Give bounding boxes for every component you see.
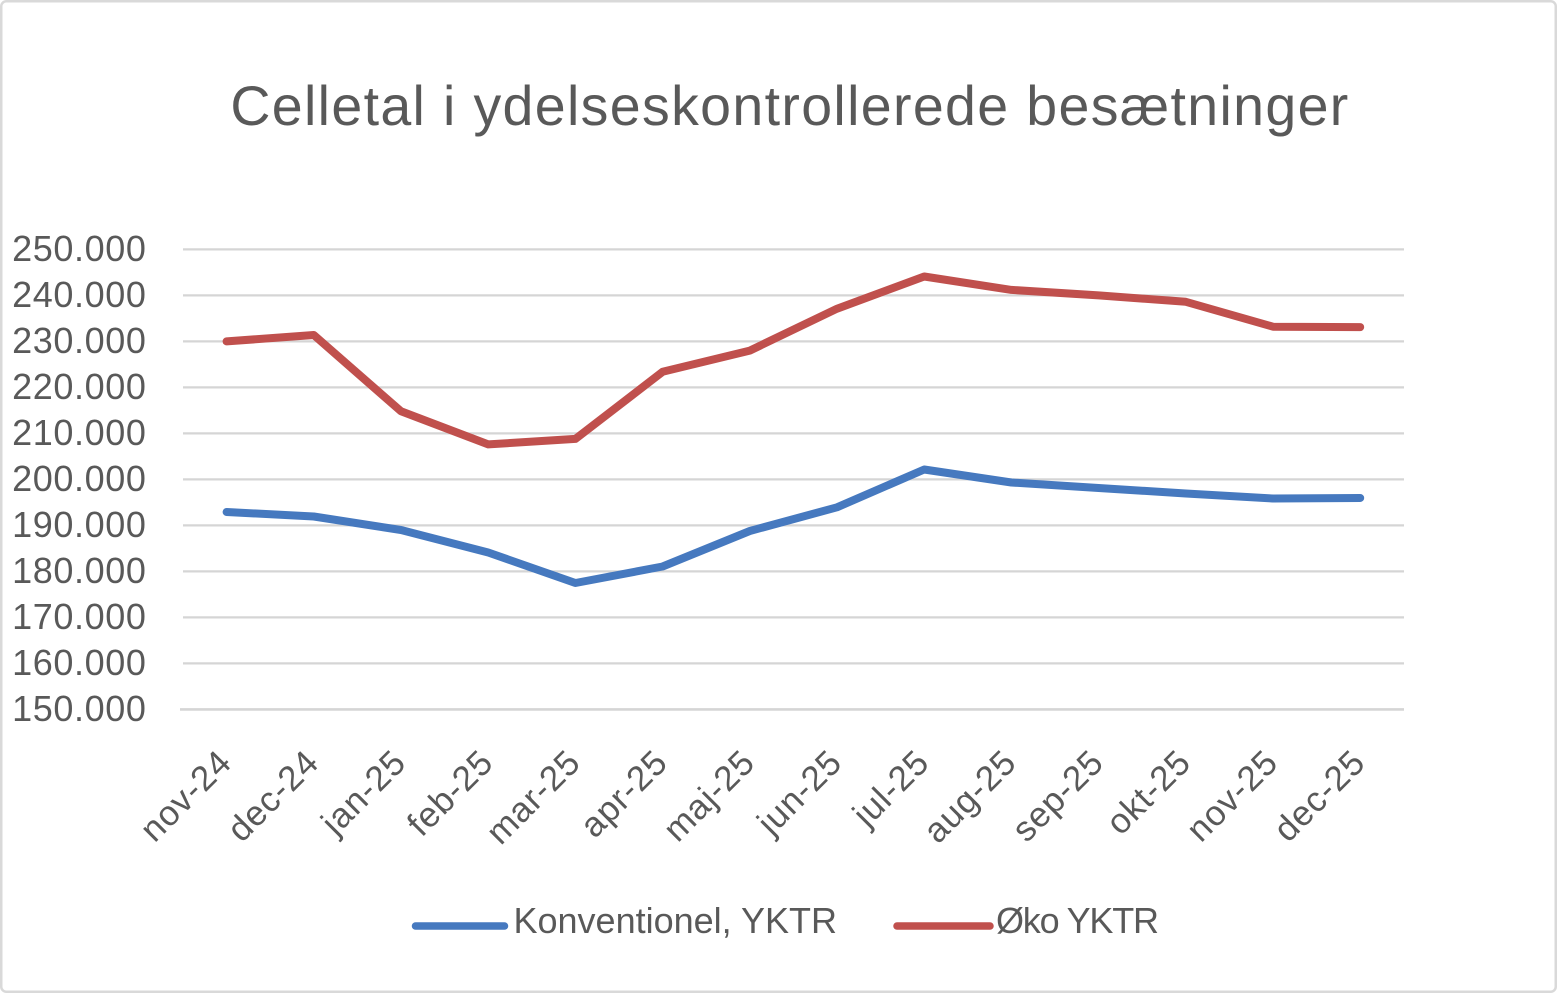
svg-text:170.000: 170.000 [12,596,146,637]
svg-text:Celletal i ydelseskontrollered: Celletal i ydelseskontrollerede besætnin… [230,75,1349,137]
svg-text:230.000: 230.000 [12,320,146,361]
svg-text:250.000: 250.000 [12,228,146,269]
svg-text:150.000: 150.000 [12,688,146,729]
svg-text:200.000: 200.000 [12,458,146,499]
svg-text:240.000: 240.000 [12,274,146,315]
svg-text:Øko YKTR: Øko YKTR [996,900,1158,941]
svg-text:160.000: 160.000 [12,642,146,683]
svg-text:220.000: 220.000 [12,366,146,407]
svg-text:Konventionel, YKTR: Konventionel, YKTR [514,900,838,941]
svg-text:180.000: 180.000 [12,550,146,591]
svg-text:190.000: 190.000 [12,504,146,545]
svg-text:210.000: 210.000 [12,412,146,453]
